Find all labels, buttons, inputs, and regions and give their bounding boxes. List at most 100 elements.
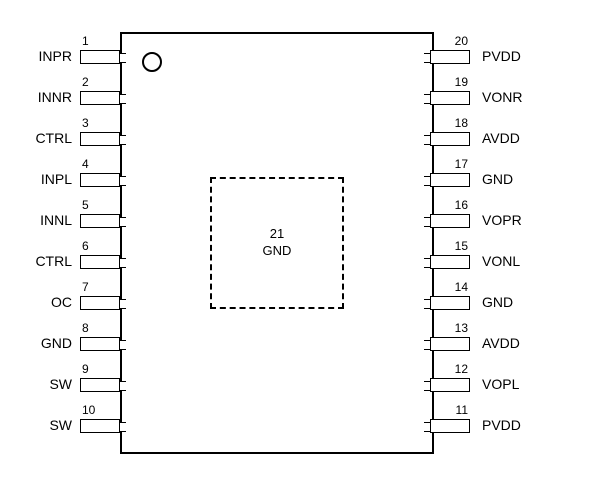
pin-label: AVDD bbox=[482, 130, 542, 146]
pin-20: 20 bbox=[430, 50, 470, 64]
pin-notch bbox=[120, 422, 126, 432]
pin-label: GND bbox=[482, 294, 542, 310]
pin-notch bbox=[424, 258, 430, 268]
pin-notch bbox=[120, 258, 126, 268]
pin-number: 7 bbox=[82, 280, 89, 294]
pin-body bbox=[430, 50, 470, 64]
pin-number: 10 bbox=[82, 403, 95, 417]
pin-notch bbox=[120, 340, 126, 350]
pin-label: CTRL bbox=[12, 130, 72, 146]
pin-body bbox=[430, 255, 470, 269]
pin-number: 3 bbox=[82, 116, 89, 130]
pin-notch bbox=[120, 53, 126, 63]
pin-number: 16 bbox=[455, 198, 468, 212]
pin-12: 12 bbox=[430, 378, 470, 392]
pin-label: VOPL bbox=[482, 376, 542, 392]
pin-label: GND bbox=[482, 171, 542, 187]
pin-label: CTRL bbox=[12, 253, 72, 269]
pin-label: SW bbox=[12, 376, 72, 392]
pin-number: 13 bbox=[455, 321, 468, 335]
pin-number: 8 bbox=[82, 321, 89, 335]
pin-16: 16 bbox=[430, 214, 470, 228]
pin-3: 3 bbox=[80, 132, 120, 146]
pin-4: 4 bbox=[80, 173, 120, 187]
pin-label: GND bbox=[12, 335, 72, 351]
pin-body bbox=[80, 378, 120, 392]
pin-body bbox=[80, 296, 120, 310]
pin-notch bbox=[424, 381, 430, 391]
pin-number: 15 bbox=[455, 239, 468, 253]
pin-label: PVDD bbox=[482, 417, 542, 433]
pin-body bbox=[80, 255, 120, 269]
pin-notch bbox=[424, 299, 430, 309]
pin-notch bbox=[424, 422, 430, 432]
pin-label: SW bbox=[12, 417, 72, 433]
pin-notch bbox=[424, 340, 430, 350]
pin-number: 5 bbox=[82, 198, 89, 212]
pin-body bbox=[80, 50, 120, 64]
pin-notch bbox=[120, 299, 126, 309]
pin-notch bbox=[424, 94, 430, 104]
pin-number: 19 bbox=[455, 75, 468, 89]
pin-label: AVDD bbox=[482, 335, 542, 351]
thermal-pad-number: 21 bbox=[270, 226, 284, 243]
pin-notch bbox=[120, 176, 126, 186]
pin-5: 5 bbox=[80, 214, 120, 228]
pin-label: VOPR bbox=[482, 212, 542, 228]
pin-body bbox=[430, 214, 470, 228]
pin-body bbox=[430, 296, 470, 310]
pin-19: 19 bbox=[430, 91, 470, 105]
pin-body bbox=[80, 214, 120, 228]
pin-label: VONR bbox=[482, 89, 542, 105]
pin-label: INNL bbox=[12, 212, 72, 228]
pin-notch bbox=[424, 217, 430, 227]
pin-9: 9 bbox=[80, 378, 120, 392]
pin-18: 18 bbox=[430, 132, 470, 146]
pin-13: 13 bbox=[430, 337, 470, 351]
pin-number: 1 bbox=[82, 34, 89, 48]
pin-label: OC bbox=[12, 294, 72, 310]
pin-number: 9 bbox=[82, 362, 89, 376]
pin-body bbox=[430, 132, 470, 146]
pin-notch bbox=[120, 135, 126, 145]
pin-body bbox=[430, 419, 470, 433]
pin-label: VONL bbox=[482, 253, 542, 269]
pin-body bbox=[80, 91, 120, 105]
pin-body bbox=[80, 337, 120, 351]
pin-label: INPR bbox=[12, 48, 72, 64]
pin-body bbox=[80, 173, 120, 187]
pin-number: 12 bbox=[455, 362, 468, 376]
pin1-indicator-icon bbox=[142, 52, 162, 72]
pin-notch bbox=[424, 176, 430, 186]
pin-label: PVDD bbox=[482, 48, 542, 64]
pin-number: 18 bbox=[455, 116, 468, 130]
pin-body bbox=[430, 173, 470, 187]
pin-number: 17 bbox=[455, 157, 468, 171]
pin-label: INNR bbox=[12, 89, 72, 105]
pin-number: 2 bbox=[82, 75, 89, 89]
pin-number: 14 bbox=[455, 280, 468, 294]
pin-notch bbox=[120, 217, 126, 227]
pin-2: 2 bbox=[80, 91, 120, 105]
pin-6: 6 bbox=[80, 255, 120, 269]
pin-14: 14 bbox=[430, 296, 470, 310]
pin-notch bbox=[120, 381, 126, 391]
pin-body bbox=[430, 378, 470, 392]
pin-number: 4 bbox=[82, 157, 89, 171]
pin-body bbox=[430, 337, 470, 351]
pin-body bbox=[430, 91, 470, 105]
thermal-pad-name: GND bbox=[263, 243, 292, 260]
pin-number: 20 bbox=[455, 34, 468, 48]
pin-number: 11 bbox=[456, 403, 468, 417]
pin-notch bbox=[424, 135, 430, 145]
pin-label: INPL bbox=[12, 171, 72, 187]
pin-11: 11 bbox=[430, 419, 470, 433]
pin-7: 7 bbox=[80, 296, 120, 310]
pin-15: 15 bbox=[430, 255, 470, 269]
pin-body bbox=[80, 419, 120, 433]
pin-8: 8 bbox=[80, 337, 120, 351]
pin-body bbox=[80, 132, 120, 146]
thermal-pad: 21GND bbox=[210, 177, 344, 309]
pin-1: 1 bbox=[80, 50, 120, 64]
pin-number: 6 bbox=[82, 239, 89, 253]
